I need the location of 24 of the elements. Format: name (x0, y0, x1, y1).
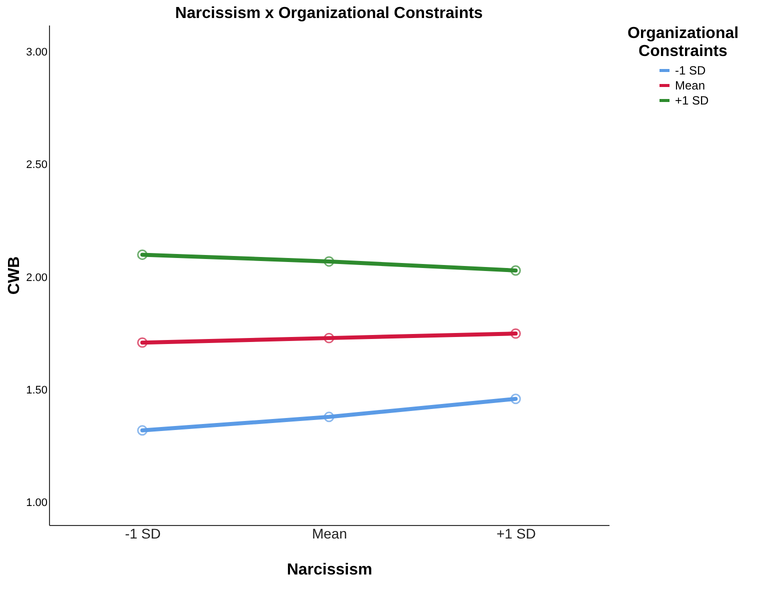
legend-title: Organizational Constraints (627, 25, 739, 60)
point (137, 337, 148, 348)
legend-label: +1 SD (675, 94, 710, 108)
point (510, 265, 521, 276)
y-tick-label: 2.50 (26, 159, 48, 172)
point (324, 332, 334, 344)
point (510, 394, 521, 404)
y-tick-label: 1.00 (26, 496, 48, 509)
x-axis-title: Narcissism (286, 562, 372, 578)
point (324, 256, 334, 267)
x-tick-label: Mean (312, 526, 348, 542)
x-tick-label: -1 SD (124, 526, 161, 542)
y-tick-label: 2.00 (26, 272, 48, 284)
legend-label: -1 SD (675, 64, 706, 78)
legend-label: Mean (675, 78, 706, 92)
point (137, 250, 148, 260)
point (324, 412, 334, 422)
point (510, 328, 521, 339)
y-tick-label: 1.50 (26, 384, 48, 396)
x-tick-label: +1 SD (496, 526, 536, 542)
y-axis-title: CWB (6, 256, 24, 295)
point (137, 425, 148, 436)
y-tick-label: 3.00 (26, 46, 48, 59)
chart-title: Narcissism x Organizational Constraints (175, 5, 483, 22)
